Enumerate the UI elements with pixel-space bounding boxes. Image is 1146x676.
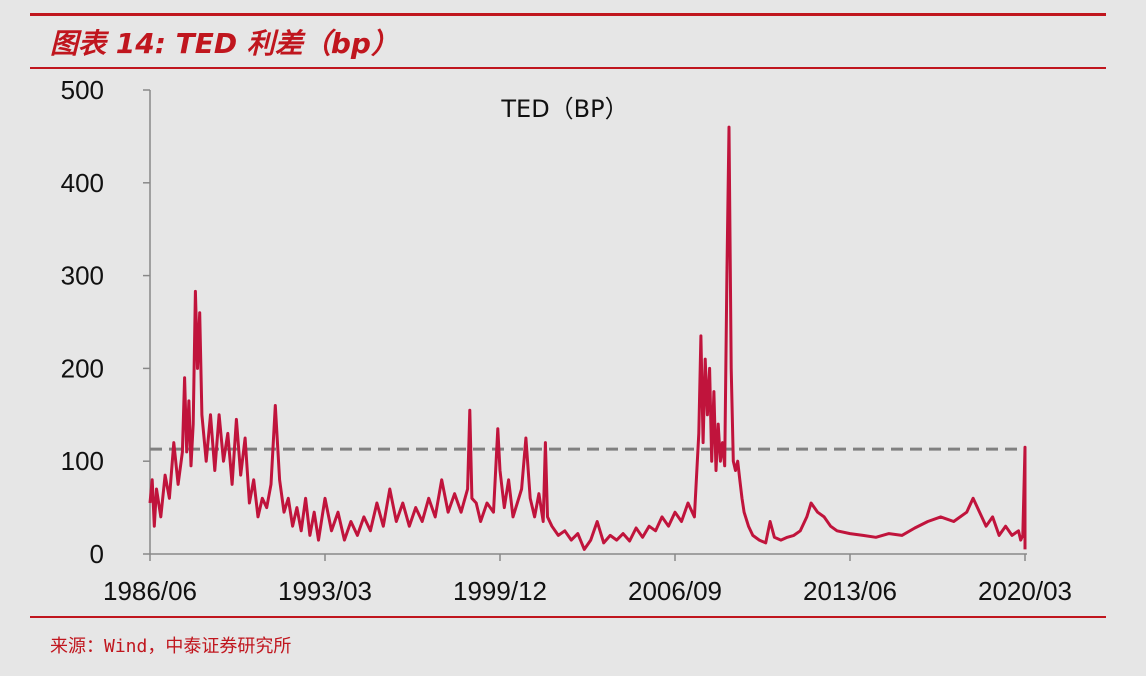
x-tick-label: 2020/03 — [978, 576, 1072, 606]
y-tick-label: 100 — [61, 446, 104, 476]
x-tick-label: 1999/12 — [453, 576, 547, 606]
y-tick-label: 400 — [61, 168, 104, 198]
source-note: 来源：Wind，中泰证券研究所 — [50, 636, 292, 657]
title-rule — [30, 67, 1106, 69]
x-tick-label: 2006/09 — [628, 576, 722, 606]
x-tick-label: 1986/06 — [103, 576, 197, 606]
x-tick-label: 2013/06 — [803, 576, 897, 606]
x-tick-label: 1993/03 — [278, 576, 372, 606]
chart-inner-title: TED（BP） — [500, 95, 628, 123]
y-tick-label: 500 — [61, 75, 104, 105]
figure-title: 图表 14: TED 利差（bp） — [50, 27, 399, 60]
top-rule — [30, 13, 1106, 16]
y-tick-label: 200 — [61, 353, 104, 383]
y-tick-label: 0 — [90, 539, 104, 569]
ted-series-line — [148, 125, 1027, 551]
footer-rule — [30, 616, 1106, 618]
y-tick-label: 300 — [61, 261, 104, 291]
